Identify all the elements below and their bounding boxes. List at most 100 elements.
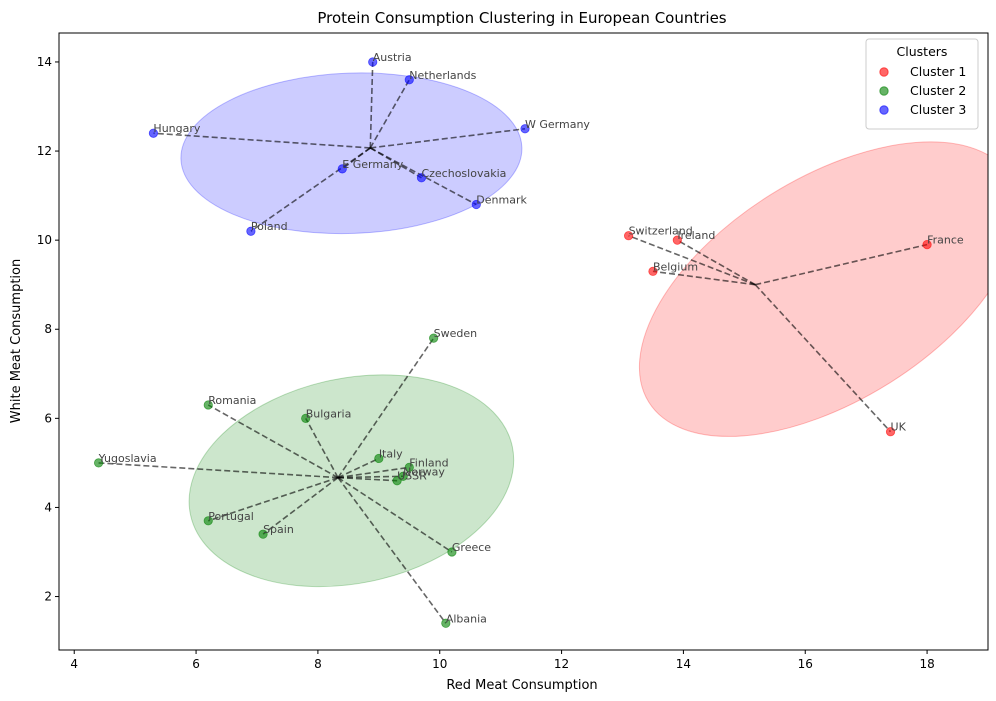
y-axis-label: White Meat Consumption (9, 259, 24, 423)
axes-frame (58, 32, 989, 651)
point-hungary (148, 128, 159, 138)
y-tick-label-2: 2 (44, 590, 52, 604)
point-spain (258, 529, 268, 539)
y-tick-label-14: 14 (37, 55, 52, 69)
point-label-denmark: Denmark (476, 194, 527, 207)
legend-marker-1 (879, 67, 889, 77)
point-label-norway: Norway (403, 465, 445, 478)
point-france (922, 240, 932, 250)
cluster-3-link-4 (370, 127, 526, 149)
point-austria (368, 57, 378, 67)
x-axis-label: Red Meat Consumption (446, 678, 597, 693)
cluster-2-link-12 (337, 477, 447, 624)
legend-marker-3 (879, 105, 889, 115)
cluster-3-ellipse (180, 72, 523, 235)
point-label-netherlands: Netherlands (409, 69, 476, 82)
point-label-w-germany: W Germany (525, 118, 590, 131)
cluster-2-link-5 (337, 457, 380, 479)
point-finland (404, 462, 414, 472)
cluster-2-ellipse (188, 374, 515, 588)
point-e-germany (337, 164, 347, 174)
point-czechoslovakia (416, 173, 427, 183)
point-label-e-germany: E Germany (342, 158, 403, 171)
point-label-yugoslavia: Yugoslavia (98, 452, 157, 465)
point-label-greece: Greece (452, 541, 491, 554)
cluster-2-link-2 (207, 404, 339, 479)
point-uk (885, 427, 896, 437)
cluster-2-link-8 (337, 476, 398, 482)
cluster-1-link-1 (628, 234, 756, 286)
legend-entry-2: Cluster 2 (910, 83, 966, 98)
y-tick-label-6: 6 (44, 411, 52, 425)
point-label-ireland: Ireland (677, 229, 715, 242)
point-label-sweden: Sweden (434, 327, 477, 340)
point-netherlands (404, 75, 414, 85)
point-italy (374, 453, 384, 464)
point-ussr (392, 476, 402, 486)
y-tick-label-10: 10 (37, 233, 52, 247)
point-w-germany (520, 124, 530, 134)
cluster-2-link-9 (207, 476, 339, 522)
legend-entry-1: Cluster 1 (910, 64, 966, 79)
point-yugoslavia (93, 458, 104, 468)
cluster-3-link-7 (369, 147, 477, 206)
point-label-portugal: Portugal (208, 510, 254, 523)
point-label-bulgaria: Bulgaria (306, 407, 352, 420)
cluster-3-link-2 (369, 79, 410, 149)
cluster-2-link-10 (262, 476, 339, 535)
point-label-italy: Italy (379, 447, 403, 460)
legend-marker-2 (879, 86, 889, 96)
x-tick-label-6: 6 (192, 657, 200, 671)
x-tick-label-12: 12 (554, 657, 569, 671)
cluster-2-link-4 (98, 462, 339, 479)
point-label-switzerland: Switzerland (629, 225, 693, 238)
cluster-1-link-5 (754, 284, 892, 433)
point-label-austria: Austria (373, 51, 412, 64)
legend-box (865, 38, 979, 130)
x-tick-label-16: 16 (798, 657, 813, 671)
x-tick-label-10: 10 (432, 657, 447, 671)
point-poland (246, 226, 256, 236)
x-tick-label-18: 18 (919, 657, 934, 671)
point-label-spain: Spain (263, 523, 294, 536)
point-portugal (203, 516, 213, 526)
point-label-romania: Romania (208, 394, 256, 407)
cluster-2-link-6 (337, 466, 410, 479)
cluster-3-link-1 (369, 61, 374, 148)
plot-content (93, 57, 988, 628)
point-bulgaria (301, 413, 311, 423)
cluster-2-link-3 (305, 417, 339, 478)
point-ireland (672, 235, 682, 245)
point-label-hungary: Hungary (153, 122, 200, 135)
point-label-uk: UK (891, 421, 907, 434)
point-label-finland: Finland (409, 456, 448, 469)
point-albania (441, 618, 451, 628)
point-sweden (429, 333, 439, 343)
cluster-1-ellipse (638, 141, 988, 437)
point-romania (203, 400, 213, 410)
y-tick-label-8: 8 (44, 322, 52, 336)
cluster-1-link-2 (676, 239, 756, 286)
cluster-2-link-1 (337, 337, 435, 479)
point-label-albania: Albania (446, 612, 487, 625)
point-switzerland (623, 231, 634, 241)
point-label-ussr: USSR (397, 470, 427, 483)
point-greece (447, 547, 457, 557)
legend-entry-3: Cluster 3 (910, 102, 966, 117)
cluster-3-link-8 (250, 147, 371, 232)
x-tick-label-4: 4 (70, 657, 78, 671)
legend-title: Clusters (897, 44, 948, 59)
cluster-3-link-3 (153, 132, 371, 149)
cluster-1-link-4 (755, 243, 928, 286)
point-label-france: France (927, 234, 964, 247)
point-label-czechoslovakia: Czechoslovakia (421, 167, 506, 180)
point-belgium (648, 266, 658, 276)
point-label-poland: Poland (251, 220, 288, 233)
x-tick-label-14: 14 (676, 657, 691, 671)
y-tick-label-12: 12 (37, 144, 52, 158)
legend: Clusters Cluster 1 Cluster 2 Cluster 3 (865, 38, 979, 130)
x-tick-label-8: 8 (314, 657, 322, 671)
